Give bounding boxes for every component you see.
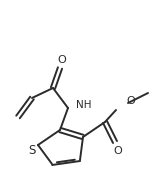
Text: O: O	[58, 55, 66, 65]
Text: O: O	[114, 146, 122, 156]
Text: NH: NH	[76, 100, 92, 110]
Text: O: O	[127, 96, 135, 106]
Text: S: S	[28, 145, 36, 157]
